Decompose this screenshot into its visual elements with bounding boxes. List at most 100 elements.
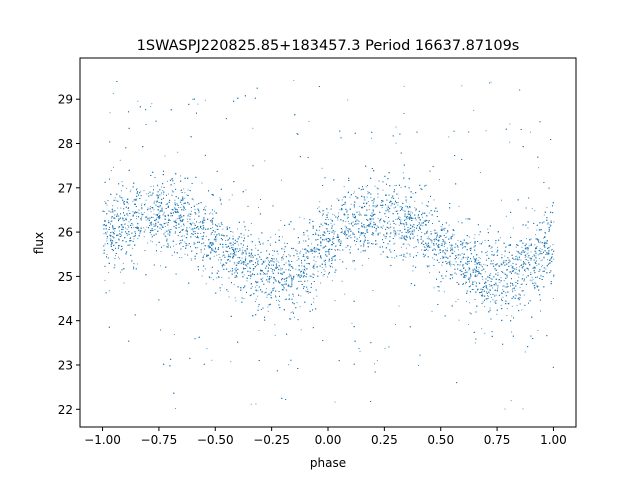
data-point [341,280,343,282]
data-point [469,312,471,314]
data-point [262,242,264,244]
data-point [235,271,237,273]
data-point [376,360,378,362]
data-point [141,205,143,207]
data-point [462,265,464,267]
data-point [395,142,397,144]
data-point [490,273,492,275]
data-point [368,205,370,207]
data-point [473,269,474,271]
data-point [281,267,283,269]
data-point [452,235,454,237]
data-point [421,232,423,233]
data-point [487,288,489,290]
data-point [473,109,475,111]
data-point [436,236,437,238]
data-point [128,207,130,208]
data-point [250,223,252,224]
data-point [186,194,188,196]
data-point [430,231,432,232]
data-point [461,85,463,87]
data-point [433,259,435,261]
data-point [394,185,396,187]
data-point [512,291,514,293]
data-point [527,260,529,261]
data-point [325,228,327,230]
data-point [487,295,489,296]
data-point [519,252,521,254]
data-point [237,244,239,246]
data-point [180,239,182,241]
data-point [446,236,448,238]
data-point [186,243,188,245]
data-point [484,239,486,241]
data-point [219,290,221,292]
data-point [289,274,291,276]
data-point [157,198,159,200]
data-point [225,240,227,241]
data-point [468,262,470,264]
data-point [175,408,176,409]
data-point [369,222,371,224]
data-point [175,219,177,221]
data-point [323,232,325,233]
data-point [246,249,248,251]
data-point [412,193,414,195]
data-point [318,229,320,231]
data-point [175,243,177,245]
data-point [281,269,283,271]
data-point [283,284,285,286]
data-point [256,273,258,275]
data-point [496,284,498,286]
data-point [232,235,234,237]
points-layer [102,79,555,410]
data-point [186,230,188,232]
data-point [553,258,555,260]
data-point [388,220,390,222]
data-point [168,244,170,246]
data-point [255,286,257,288]
data-point [177,234,179,236]
data-point [549,224,551,226]
data-point [428,212,430,214]
data-point [269,281,271,283]
data-point [382,227,383,229]
data-point [187,221,189,222]
data-point [190,228,192,230]
data-point [327,238,329,239]
data-point [334,231,336,233]
data-point [290,276,292,278]
data-point [399,217,401,219]
data-point [358,220,360,222]
data-point [106,204,108,206]
data-point [234,297,236,299]
data-point [313,301,315,303]
data-point [419,219,421,221]
data-point [171,209,173,211]
data-point [198,222,200,224]
data-point [551,248,553,250]
data-point [105,233,107,235]
data-point [354,214,356,216]
data-point [118,256,119,258]
data-point [264,160,266,162]
data-point [359,205,361,207]
data-point [482,278,484,280]
data-point [267,306,269,308]
data-point [539,258,541,260]
data-point [192,199,194,201]
data-point [486,250,488,252]
data-point [361,264,363,266]
data-point [527,252,529,254]
data-point [121,235,122,237]
data-point [152,235,153,237]
data-point [385,216,387,217]
data-point [320,282,322,284]
data-point [478,256,480,258]
data-point [364,199,366,201]
data-point [330,222,332,224]
data-point [322,247,324,249]
data-point [327,219,329,221]
data-point [515,246,517,248]
data-point [461,258,463,260]
